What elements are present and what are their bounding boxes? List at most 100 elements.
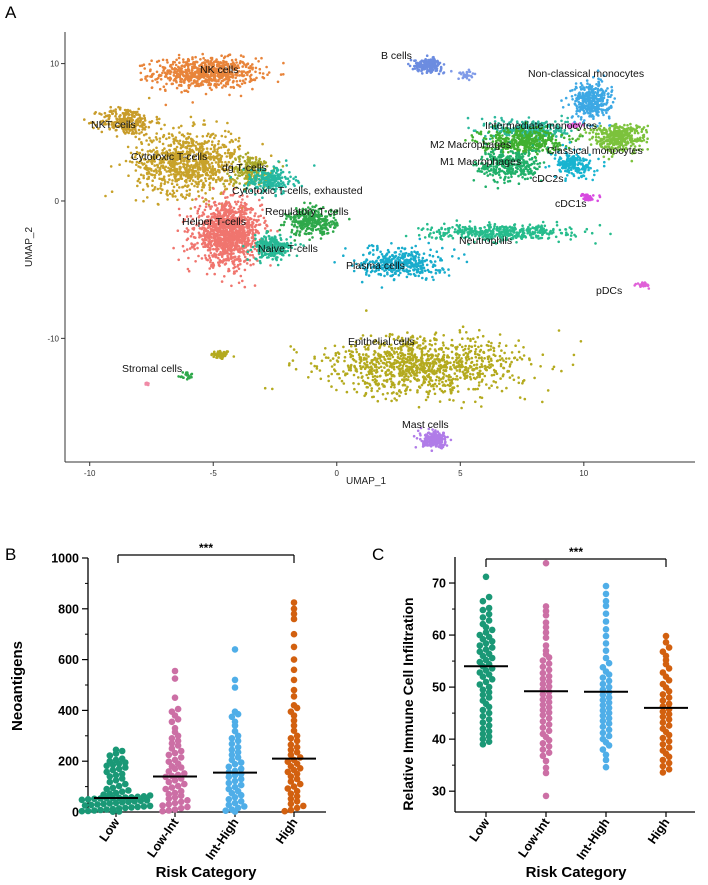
umap-cell-point	[280, 171, 283, 175]
umap-cell-point	[248, 231, 252, 234]
umap-cell-point	[200, 257, 204, 260]
umap-cell-point	[139, 173, 143, 177]
umap-cell-point	[170, 133, 174, 136]
umap-cell-point	[147, 143, 151, 146]
umap-cell-point	[155, 70, 159, 74]
umap-cell-point	[590, 99, 594, 103]
umap-cell-point	[273, 235, 277, 238]
umap-cell-point	[249, 66, 252, 70]
umap-cell-point	[97, 127, 100, 130]
umap-cell-point	[197, 194, 201, 198]
umap-cell-point	[182, 173, 186, 177]
umap-cell-point	[121, 127, 124, 130]
umap-cell-point	[103, 111, 107, 115]
umap-cell-point	[238, 147, 241, 151]
umap-cell-point	[93, 112, 96, 115]
umap-cell-point	[150, 59, 153, 62]
umap-cell-point	[147, 96, 151, 100]
umap-cell-point	[191, 124, 195, 128]
umap-cell-point	[205, 73, 209, 76]
umap-cell-point	[224, 73, 227, 76]
umap-cell-point	[231, 140, 235, 143]
umap-cell-point	[567, 103, 570, 106]
umap-cell-point	[174, 147, 177, 151]
umap-cell-point	[203, 61, 206, 65]
umap-cell-point	[225, 231, 229, 235]
umap-cell-point	[239, 211, 242, 214]
umap-cell-point	[206, 59, 210, 63]
umap-cell-point	[279, 73, 283, 76]
umap-cell-point	[206, 173, 210, 177]
umap-cell-point	[127, 174, 130, 177]
umap-cell-point	[117, 105, 120, 109]
umap-cell-point	[176, 178, 180, 181]
umap-cell-point	[575, 104, 578, 108]
umap-cell-point	[218, 68, 221, 72]
umap-cell-point	[127, 112, 131, 116]
umap-cell-point	[251, 253, 254, 257]
umap-cell-point	[135, 160, 139, 164]
umap-cell-point	[128, 129, 131, 133]
umap-cell-point	[225, 155, 229, 158]
umap-cell-point	[198, 204, 202, 208]
umap-cell-point	[192, 143, 195, 147]
umap-cell-point	[202, 232, 205, 235]
umap-cell-point	[213, 82, 217, 86]
umap-cell-point	[172, 79, 176, 82]
umap-cell-point	[276, 263, 280, 267]
umap-cell-point	[163, 168, 167, 171]
umap-cell-point	[581, 101, 585, 105]
umap-cell-point	[247, 66, 251, 70]
umap-cell-point	[190, 71, 193, 74]
umap-cell-point	[200, 143, 203, 147]
umap-cell-point	[276, 167, 279, 171]
umap-cell-point	[158, 166, 162, 170]
umap-cell-point	[208, 256, 212, 260]
umap-cell-point	[139, 71, 143, 75]
umap-cell-point	[220, 260, 223, 263]
umap-cell-point	[213, 66, 216, 70]
umap-cell-point	[581, 87, 585, 90]
umap-cell-point	[146, 150, 150, 153]
umap-cell-point	[204, 169, 207, 173]
umap-cell-point	[261, 208, 264, 212]
umap-cell-point	[311, 224, 315, 228]
umap-cell-point	[189, 207, 193, 210]
umap-cell-point	[205, 232, 209, 236]
umap-cell-point	[217, 202, 221, 206]
umap-cell-point	[199, 167, 202, 170]
umap-cell-point	[232, 355, 236, 358]
umap-cell-point	[589, 108, 592, 111]
umap-cell-point	[137, 177, 141, 181]
umap-cell-point	[238, 259, 241, 263]
umap-cell-point	[129, 116, 133, 120]
umap-cell-point	[127, 131, 130, 135]
umap-cell-point	[172, 126, 175, 130]
umap-cell-point	[226, 82, 230, 86]
umap-cell-point	[92, 126, 95, 130]
umap-cell-point	[430, 64, 434, 67]
umap-cell-point	[166, 193, 169, 197]
umap-cell-point	[172, 173, 175, 176]
umap-cell-point	[203, 254, 207, 257]
umap-cell-point	[162, 134, 166, 138]
umap-cell-point	[184, 196, 188, 199]
umap-cell-point	[221, 355, 224, 359]
umap-cell-point	[197, 207, 201, 211]
umap-cell-point	[148, 62, 151, 66]
umap-cell-point	[241, 156, 245, 159]
umap-cell-point	[293, 220, 297, 224]
umap-cell-point	[141, 124, 144, 127]
umap-cell-point	[591, 114, 594, 117]
umap-cell-point	[610, 85, 613, 89]
umap-cell-point	[208, 166, 211, 170]
umap-cell-point	[239, 154, 242, 158]
umap-cell-point	[187, 78, 190, 82]
umap-cell-point	[225, 200, 228, 203]
umap-cluster-nk-cells	[138, 52, 285, 107]
umap-cell-point	[241, 198, 244, 201]
umap-cell-point	[331, 230, 335, 233]
umap-cell-point	[180, 124, 183, 128]
umap-cell-point	[277, 160, 280, 163]
umap-cell-point	[294, 175, 298, 179]
